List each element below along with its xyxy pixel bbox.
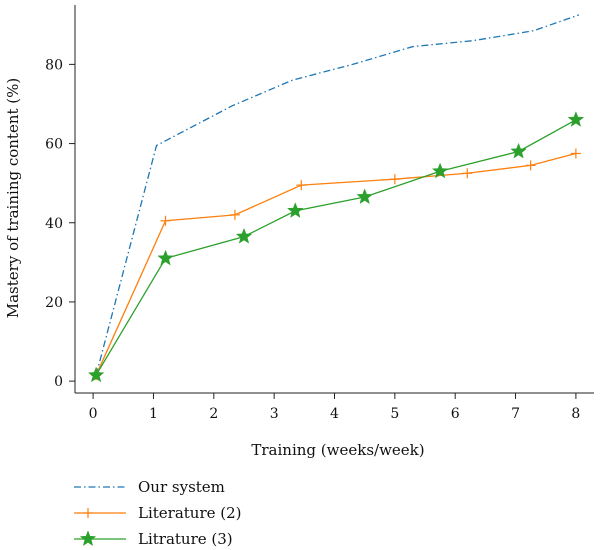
legend-marker bbox=[83, 508, 93, 518]
x-tick-label: 1 bbox=[149, 406, 158, 422]
x-tick-label: 2 bbox=[209, 406, 218, 422]
legend-item-our-system: Our system bbox=[74, 478, 225, 496]
series-line-litrature-3 bbox=[95, 119, 577, 376]
x-tick-label: 5 bbox=[390, 406, 399, 422]
data-point bbox=[525, 160, 536, 171]
legend-label: Literature (2) bbox=[138, 504, 242, 522]
x-tick-label: 8 bbox=[571, 406, 580, 422]
data-point bbox=[157, 249, 174, 266]
x-tick-label: 6 bbox=[451, 406, 460, 422]
y-tick-label: 0 bbox=[54, 374, 63, 390]
data-point bbox=[389, 174, 400, 185]
data-point bbox=[286, 202, 304, 218]
series-our-system bbox=[95, 14, 580, 376]
data-point bbox=[567, 111, 585, 127]
series-layer bbox=[87, 14, 585, 383]
x-tick-label: 7 bbox=[511, 406, 520, 422]
x-tick-label: 0 bbox=[89, 406, 98, 422]
data-point bbox=[235, 227, 253, 244]
x-axis-title: Training (weeks/week) bbox=[251, 441, 424, 459]
series-line-literature-2 bbox=[95, 152, 577, 376]
data-point bbox=[229, 209, 240, 220]
data-point bbox=[462, 168, 473, 179]
data-point bbox=[160, 215, 171, 226]
y-axis-title: Mastery of training content (%) bbox=[4, 78, 22, 319]
series-literature-2 bbox=[91, 148, 581, 381]
data-point bbox=[570, 148, 581, 159]
series-litrature-3 bbox=[87, 111, 585, 383]
data-point bbox=[87, 366, 105, 383]
y-tick-label: 20 bbox=[45, 295, 63, 311]
data-point bbox=[510, 142, 527, 159]
y-tick-label: 80 bbox=[45, 57, 63, 73]
legend-item-litrature-3: Litrature (3) bbox=[74, 530, 233, 548]
data-point bbox=[431, 162, 449, 179]
data-point bbox=[296, 180, 307, 191]
y-tick-label: 40 bbox=[45, 216, 63, 232]
data-point bbox=[356, 188, 373, 205]
x-tick-label: 3 bbox=[270, 406, 279, 422]
legend-label: Litrature (3) bbox=[138, 530, 233, 548]
legend-label: Our system bbox=[138, 478, 225, 496]
legend-marker bbox=[79, 530, 97, 547]
y-tick-label: 60 bbox=[45, 137, 63, 153]
x-tick-label: 4 bbox=[330, 406, 339, 422]
legend-item-literature-2: Literature (2) bbox=[74, 504, 242, 522]
series-line-our-system bbox=[95, 14, 580, 376]
legend: Our system Literature (2) Litrature (3) bbox=[74, 478, 242, 548]
